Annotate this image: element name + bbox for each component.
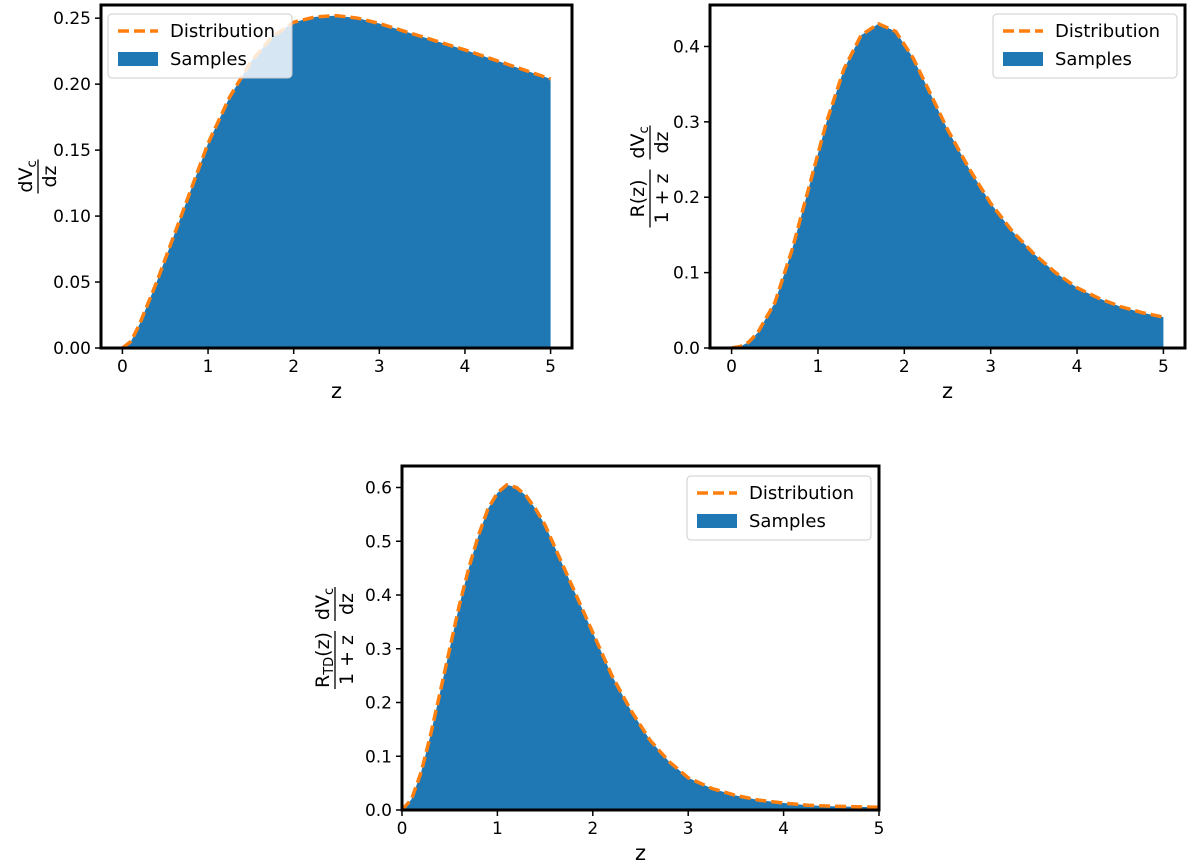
legend: Distribution Samples	[686, 475, 872, 541]
legend-distribution-label: Distribution	[1055, 21, 1160, 42]
x-tick-label: 0	[397, 819, 408, 839]
y-tick-label: 0.15	[53, 141, 91, 161]
chart-3: 0 1 2 3 4 5 0.0 0.1 0.2 0.3 0.4 0.5 0.6 z RTD(z) 1 + z d…	[312, 464, 885, 863]
y-label-prefix-denominator: 1 + z	[336, 635, 358, 685]
x-tick-label: 5	[545, 357, 556, 377]
y-tick-label: 0.10	[53, 207, 91, 227]
y-tick-label: 0.2	[673, 188, 700, 208]
x-tick-label: 4	[778, 819, 789, 839]
y-label-prefix-numerator: RTD(z)	[312, 632, 337, 688]
x-tick-label: 1	[492, 819, 503, 839]
y-label-numerator: dVc	[15, 160, 40, 192]
legend-samples-swatch	[1003, 52, 1043, 66]
y-label-numerator-subscript: c	[322, 588, 337, 595]
samples-histogram	[402, 484, 879, 810]
legend-distribution-label: Distribution	[749, 483, 854, 504]
y-label-denominator: dz	[336, 593, 358, 615]
x-tick-label: 3	[374, 357, 385, 377]
y-tick-label: 0.6	[365, 479, 392, 499]
axes-frame	[400, 464, 881, 812]
samples-histogram	[731, 23, 1164, 349]
y-tick-label: 0.5	[365, 532, 392, 552]
y-label-numerator-subscript: c	[25, 160, 40, 167]
y-tick-label: 0.4	[673, 37, 700, 57]
y-tick-label: 0.00	[53, 339, 91, 359]
y-label-prefix-numerator: R(z)	[627, 180, 649, 218]
y-tick-label: 0.3	[365, 640, 392, 660]
x-tick-label: 1	[203, 357, 214, 377]
y-label-numerator-subscript: c	[637, 126, 652, 133]
x-tick-label: 2	[288, 357, 299, 377]
y-tick-label: 0.0	[365, 801, 392, 821]
distribution-line	[400, 482, 880, 812]
y-label-numerator: dVc	[312, 588, 337, 620]
x-tick-label: 3	[985, 357, 996, 377]
legend-samples-label: Samples	[1055, 49, 1132, 70]
distribution-line	[121, 13, 552, 350]
y-tick-label: 0.4	[365, 586, 392, 606]
y-tick-label: 0.3	[673, 113, 700, 133]
y-label-prefix-subscript: TD	[322, 657, 337, 676]
x-tick-label: 0	[117, 357, 128, 377]
legend: Distribution Samples	[107, 13, 293, 79]
x-axis-label: z	[942, 379, 953, 403]
y-tick-label: 0.0	[673, 339, 700, 359]
y-tick-label: 0.20	[53, 75, 91, 95]
x-tick-label: 0	[726, 357, 737, 377]
legend: Distribution Samples	[992, 13, 1178, 79]
y-tick-label: 0.2	[365, 694, 392, 714]
axes-frame	[708, 3, 1187, 350]
x-tick-label: 3	[683, 819, 694, 839]
x-axis-label: z	[635, 841, 646, 863]
x-tick-label: 2	[587, 819, 598, 839]
legend-samples-label: Samples	[170, 49, 247, 70]
y-label-numerator: dVc	[627, 126, 652, 158]
x-tick-label: 4	[1072, 357, 1083, 377]
legend-samples-label: Samples	[749, 511, 826, 532]
distribution-line	[731, 21, 1164, 350]
x-axis-label: z	[331, 379, 342, 403]
y-label-prefix-tail: (z)	[312, 632, 334, 657]
y-tick-label: 0.1	[365, 747, 392, 767]
y-label-denominator: dz	[651, 131, 673, 153]
legend-samples-swatch	[697, 514, 737, 528]
y-tick-label: 0.1	[673, 264, 700, 284]
x-tick-label: 4	[460, 357, 471, 377]
y-tick-label: 0.25	[53, 9, 91, 29]
x-tick-label: 5	[1158, 357, 1169, 377]
legend-distribution-label: Distribution	[170, 21, 275, 42]
x-tick-label: 1	[813, 357, 824, 377]
x-tick-label: 2	[899, 357, 910, 377]
axes-frame	[99, 3, 574, 350]
x-tick-label: 5	[874, 819, 885, 839]
y-tick-label: 0.05	[53, 273, 91, 293]
y-label-denominator: dz	[39, 165, 61, 187]
y-label-prefix-denominator: 1 + z	[651, 173, 673, 223]
legend-samples-swatch	[118, 52, 158, 66]
